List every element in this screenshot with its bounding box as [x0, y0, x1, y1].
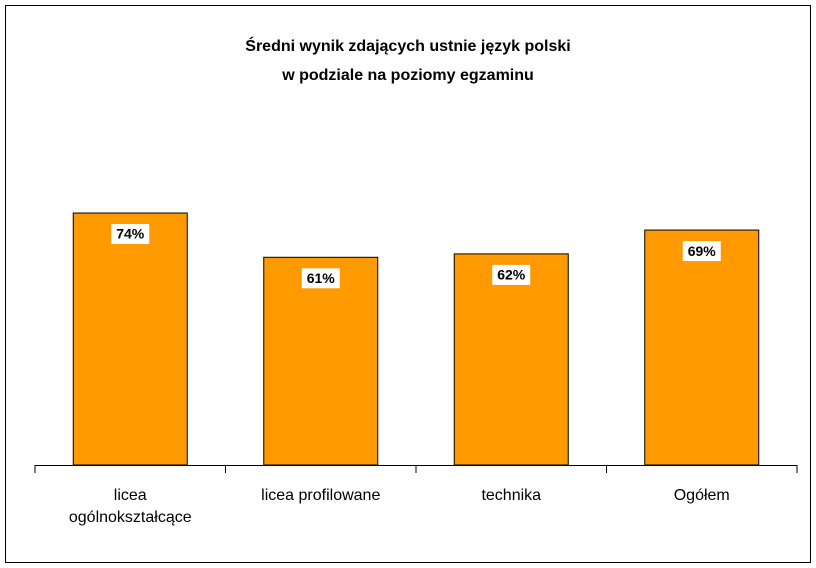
bar: [644, 229, 760, 466]
value-label: 69%: [688, 243, 717, 259]
value-label: 74%: [116, 226, 145, 242]
value-label-bg: [492, 264, 531, 285]
value-label-bg: [111, 224, 150, 245]
bar: [453, 253, 569, 466]
chart-title: w podziale na poziomy egzaminu: [281, 67, 534, 84]
bar: [72, 212, 188, 466]
value-label-bg: [682, 241, 721, 262]
x-tick-label: technika: [481, 487, 542, 504]
x-tick-label: Ogółem: [673, 487, 730, 504]
chart-title: Średni wynik zdających ustnie język pols…: [245, 36, 570, 55]
bar: [263, 256, 379, 466]
x-tick-label: licea profilowane: [261, 487, 381, 504]
value-label: 62%: [497, 267, 526, 283]
value-label-bg: [301, 268, 340, 289]
value-label: 61%: [307, 270, 336, 286]
x-tick-label: licea ogólnokształcące: [68, 487, 192, 526]
